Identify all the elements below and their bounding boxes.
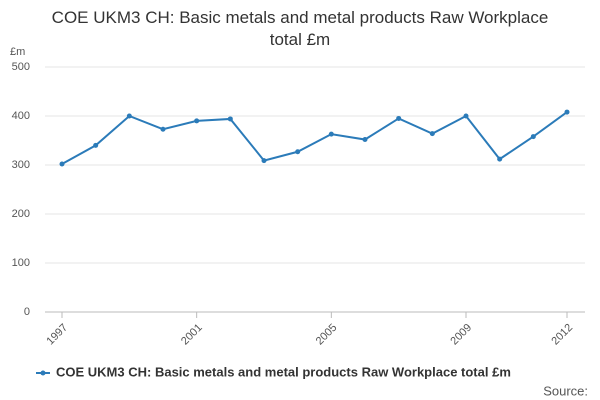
data-point [295, 149, 301, 155]
data-point [564, 109, 570, 115]
chart-title: COE UKM3 CH: Basic metals and metal prod… [51, 8, 549, 49]
legend-label: COE UKM3 CH: Basic metals and metal prod… [56, 364, 511, 379]
data-point [328, 131, 334, 137]
data-point [530, 134, 536, 140]
data-point [429, 131, 435, 137]
data-point [93, 142, 99, 148]
data-point [126, 113, 132, 119]
data-point [497, 156, 503, 162]
data-point [160, 126, 166, 132]
data-point [463, 113, 469, 119]
y-tick-label: 400 [12, 110, 30, 122]
data-point [261, 158, 267, 164]
x-tick-label: 1997 [44, 322, 70, 348]
data-point [59, 161, 65, 167]
x-tick-label: 2012 [549, 322, 575, 348]
data-point [227, 116, 233, 122]
source: Source: [543, 383, 588, 398]
y-tick-label: 300 [12, 159, 30, 171]
y-tick-label: 100 [12, 257, 30, 269]
data-point [194, 118, 200, 124]
x-tick-label: 2001 [179, 322, 205, 348]
data-point [362, 137, 368, 143]
y-tick-label: 0 [24, 306, 30, 318]
legend-marker [40, 370, 46, 376]
y-tick-label: 500 [12, 61, 30, 73]
data-point [396, 115, 402, 121]
y-tick-label: 200 [12, 208, 30, 220]
x-tick-label: 2009 [448, 322, 474, 348]
y-axis-label: £m [10, 46, 25, 58]
x-tick-label: 2005 [314, 322, 340, 348]
data-line [61, 111, 568, 165]
